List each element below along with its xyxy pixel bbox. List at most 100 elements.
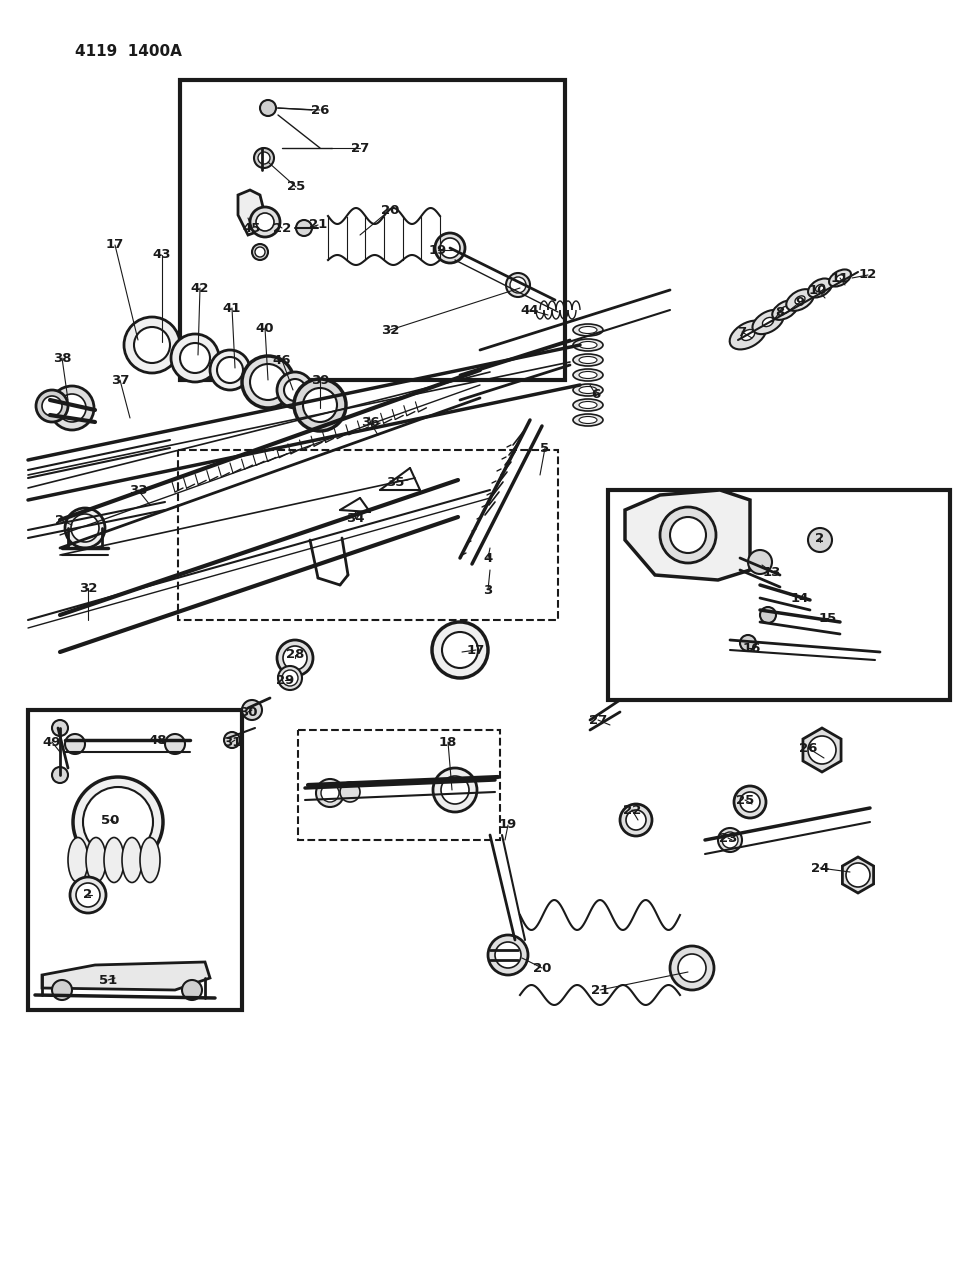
Polygon shape <box>238 190 265 235</box>
Text: 46: 46 <box>273 353 291 366</box>
Text: 42: 42 <box>191 282 209 295</box>
Text: 36: 36 <box>361 416 379 428</box>
Circle shape <box>71 514 99 542</box>
Circle shape <box>808 528 832 552</box>
Bar <box>28 710 242 1010</box>
Circle shape <box>760 607 776 623</box>
Circle shape <box>277 372 313 408</box>
Text: 23: 23 <box>719 831 738 844</box>
Ellipse shape <box>579 371 597 379</box>
Ellipse shape <box>573 368 603 381</box>
Circle shape <box>510 277 526 293</box>
Text: 27: 27 <box>351 142 369 154</box>
Text: 2: 2 <box>816 532 825 544</box>
Circle shape <box>278 666 302 690</box>
Text: 19: 19 <box>499 819 517 831</box>
Bar <box>608 490 950 700</box>
Circle shape <box>303 388 337 422</box>
Circle shape <box>210 351 250 390</box>
Text: 17: 17 <box>106 238 124 251</box>
Text: 25: 25 <box>287 181 305 194</box>
Text: 25: 25 <box>736 793 754 807</box>
Ellipse shape <box>829 269 851 287</box>
Text: 8: 8 <box>776 306 785 319</box>
Text: 4: 4 <box>484 552 492 565</box>
Text: 2: 2 <box>56 514 64 527</box>
Text: 48: 48 <box>149 733 167 746</box>
Circle shape <box>340 782 360 802</box>
Circle shape <box>242 700 262 720</box>
Circle shape <box>748 550 772 574</box>
Text: 32: 32 <box>381 324 400 337</box>
Ellipse shape <box>573 354 603 366</box>
Circle shape <box>718 827 742 852</box>
Text: 41: 41 <box>223 301 241 315</box>
Circle shape <box>76 884 100 907</box>
Text: 13: 13 <box>763 566 782 579</box>
Text: 38: 38 <box>53 352 71 365</box>
Text: 37: 37 <box>110 374 129 386</box>
Circle shape <box>620 805 652 836</box>
Circle shape <box>294 379 346 431</box>
Bar <box>180 80 565 380</box>
Circle shape <box>846 863 870 887</box>
Text: 5: 5 <box>540 441 549 454</box>
Ellipse shape <box>742 329 754 340</box>
Circle shape <box>250 363 286 400</box>
Text: 7: 7 <box>738 325 746 338</box>
Text: 44: 44 <box>521 303 539 316</box>
Circle shape <box>626 810 646 830</box>
Text: 31: 31 <box>223 736 241 748</box>
Ellipse shape <box>573 399 603 411</box>
Bar <box>298 731 500 840</box>
Text: 3: 3 <box>484 584 492 597</box>
Ellipse shape <box>573 414 603 426</box>
Ellipse shape <box>781 306 789 314</box>
Text: 6: 6 <box>591 389 601 402</box>
Circle shape <box>284 379 306 402</box>
Text: 30: 30 <box>238 705 257 719</box>
Ellipse shape <box>579 357 597 363</box>
Ellipse shape <box>730 320 766 349</box>
Ellipse shape <box>762 317 774 326</box>
Text: 19: 19 <box>429 244 447 256</box>
Circle shape <box>321 784 339 802</box>
Circle shape <box>435 233 465 263</box>
Text: 21: 21 <box>309 218 327 232</box>
Text: 15: 15 <box>819 612 837 625</box>
Ellipse shape <box>836 275 844 282</box>
Text: 45: 45 <box>243 222 261 235</box>
Circle shape <box>254 148 274 168</box>
Text: 9: 9 <box>795 296 805 309</box>
Bar <box>178 450 558 620</box>
Text: 35: 35 <box>386 476 404 488</box>
Text: 33: 33 <box>129 483 148 496</box>
Circle shape <box>432 622 488 678</box>
Circle shape <box>722 833 738 848</box>
Ellipse shape <box>808 278 832 297</box>
Text: 20: 20 <box>381 204 400 217</box>
Ellipse shape <box>795 296 805 305</box>
Circle shape <box>52 720 68 736</box>
Circle shape <box>256 213 274 231</box>
Circle shape <box>182 980 202 1000</box>
Text: 16: 16 <box>743 641 761 654</box>
Circle shape <box>495 942 521 968</box>
Ellipse shape <box>579 326 597 334</box>
Text: 24: 24 <box>811 862 829 875</box>
Ellipse shape <box>86 838 106 882</box>
Circle shape <box>242 356 294 408</box>
Text: 32: 32 <box>79 581 97 594</box>
Circle shape <box>740 792 760 812</box>
Circle shape <box>217 357 243 382</box>
Text: 28: 28 <box>286 649 304 662</box>
Circle shape <box>180 343 210 374</box>
Circle shape <box>224 732 240 748</box>
Circle shape <box>250 207 280 237</box>
Circle shape <box>171 334 219 382</box>
Ellipse shape <box>104 838 124 882</box>
Circle shape <box>83 787 153 857</box>
Circle shape <box>124 317 180 374</box>
Circle shape <box>58 394 86 422</box>
Text: 11: 11 <box>830 272 849 284</box>
